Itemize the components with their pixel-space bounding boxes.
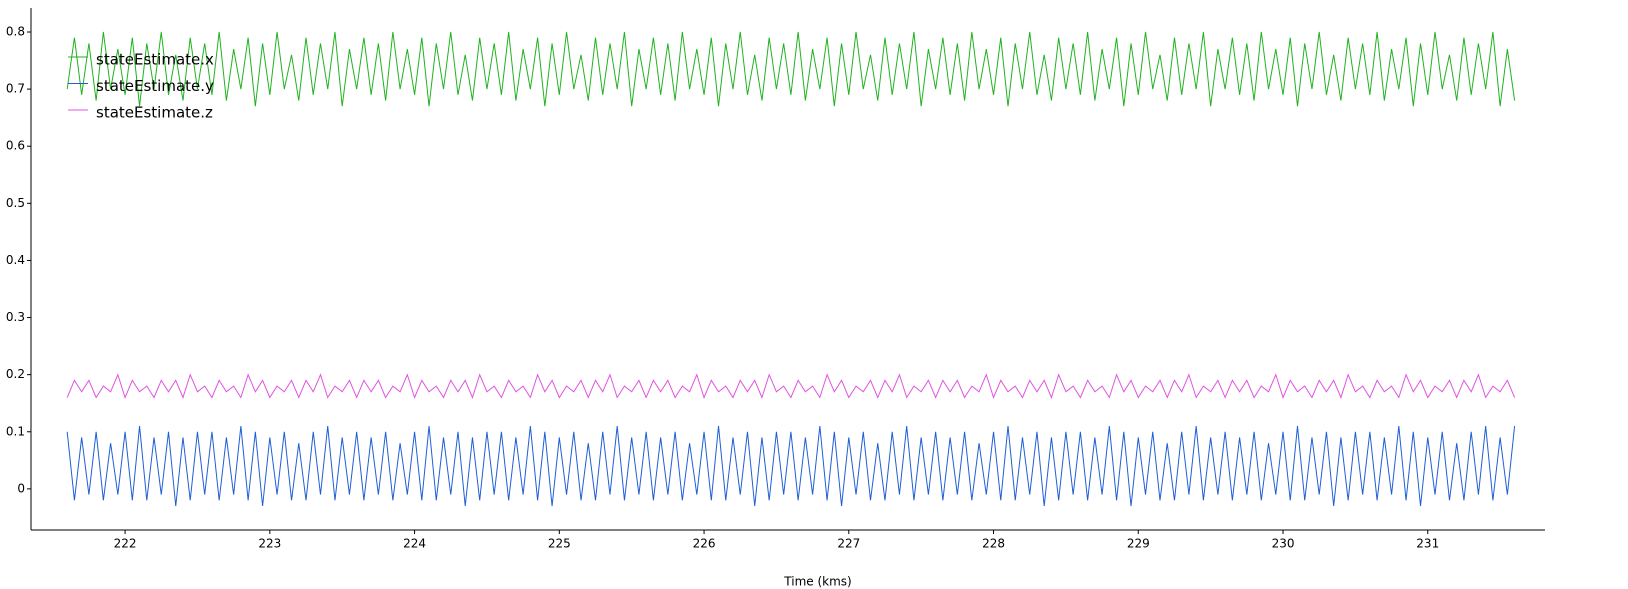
legend-label: stateEstimate.y [96,77,214,95]
legend-label: stateEstimate.z [96,104,213,122]
y-tick-label: 0.8 [6,24,25,38]
y-tick-label: 0 [17,481,25,495]
x-tick-label: 226 [693,537,716,551]
y-tick-label: 0.5 [6,196,25,210]
x-tick-label: 222 [114,537,137,551]
legend-label: stateEstimate.x [96,51,214,69]
x-tick-label: 224 [403,537,426,551]
x-axis-label: Time (kms) [783,575,851,589]
x-tick-label: 228 [982,537,1005,551]
x-tick-label: 231 [1416,537,1439,551]
y-tick-label: 0.4 [6,253,25,267]
x-tick-label: 230 [1272,537,1295,551]
y-tick-label: 0.1 [6,424,25,438]
x-tick-label: 229 [1127,537,1150,551]
y-tick-label: 0.2 [6,367,25,381]
x-tick-label: 227 [837,537,860,551]
x-tick-label: 223 [258,537,281,551]
y-tick-label: 0.6 [6,139,25,153]
series-line [66,31,1516,107]
y-tick-label: 0.3 [6,310,25,324]
x-tick-label: 225 [548,537,571,551]
y-tick-label: 0.7 [6,82,25,96]
series-line [66,426,1516,507]
series-line [66,373,1516,399]
